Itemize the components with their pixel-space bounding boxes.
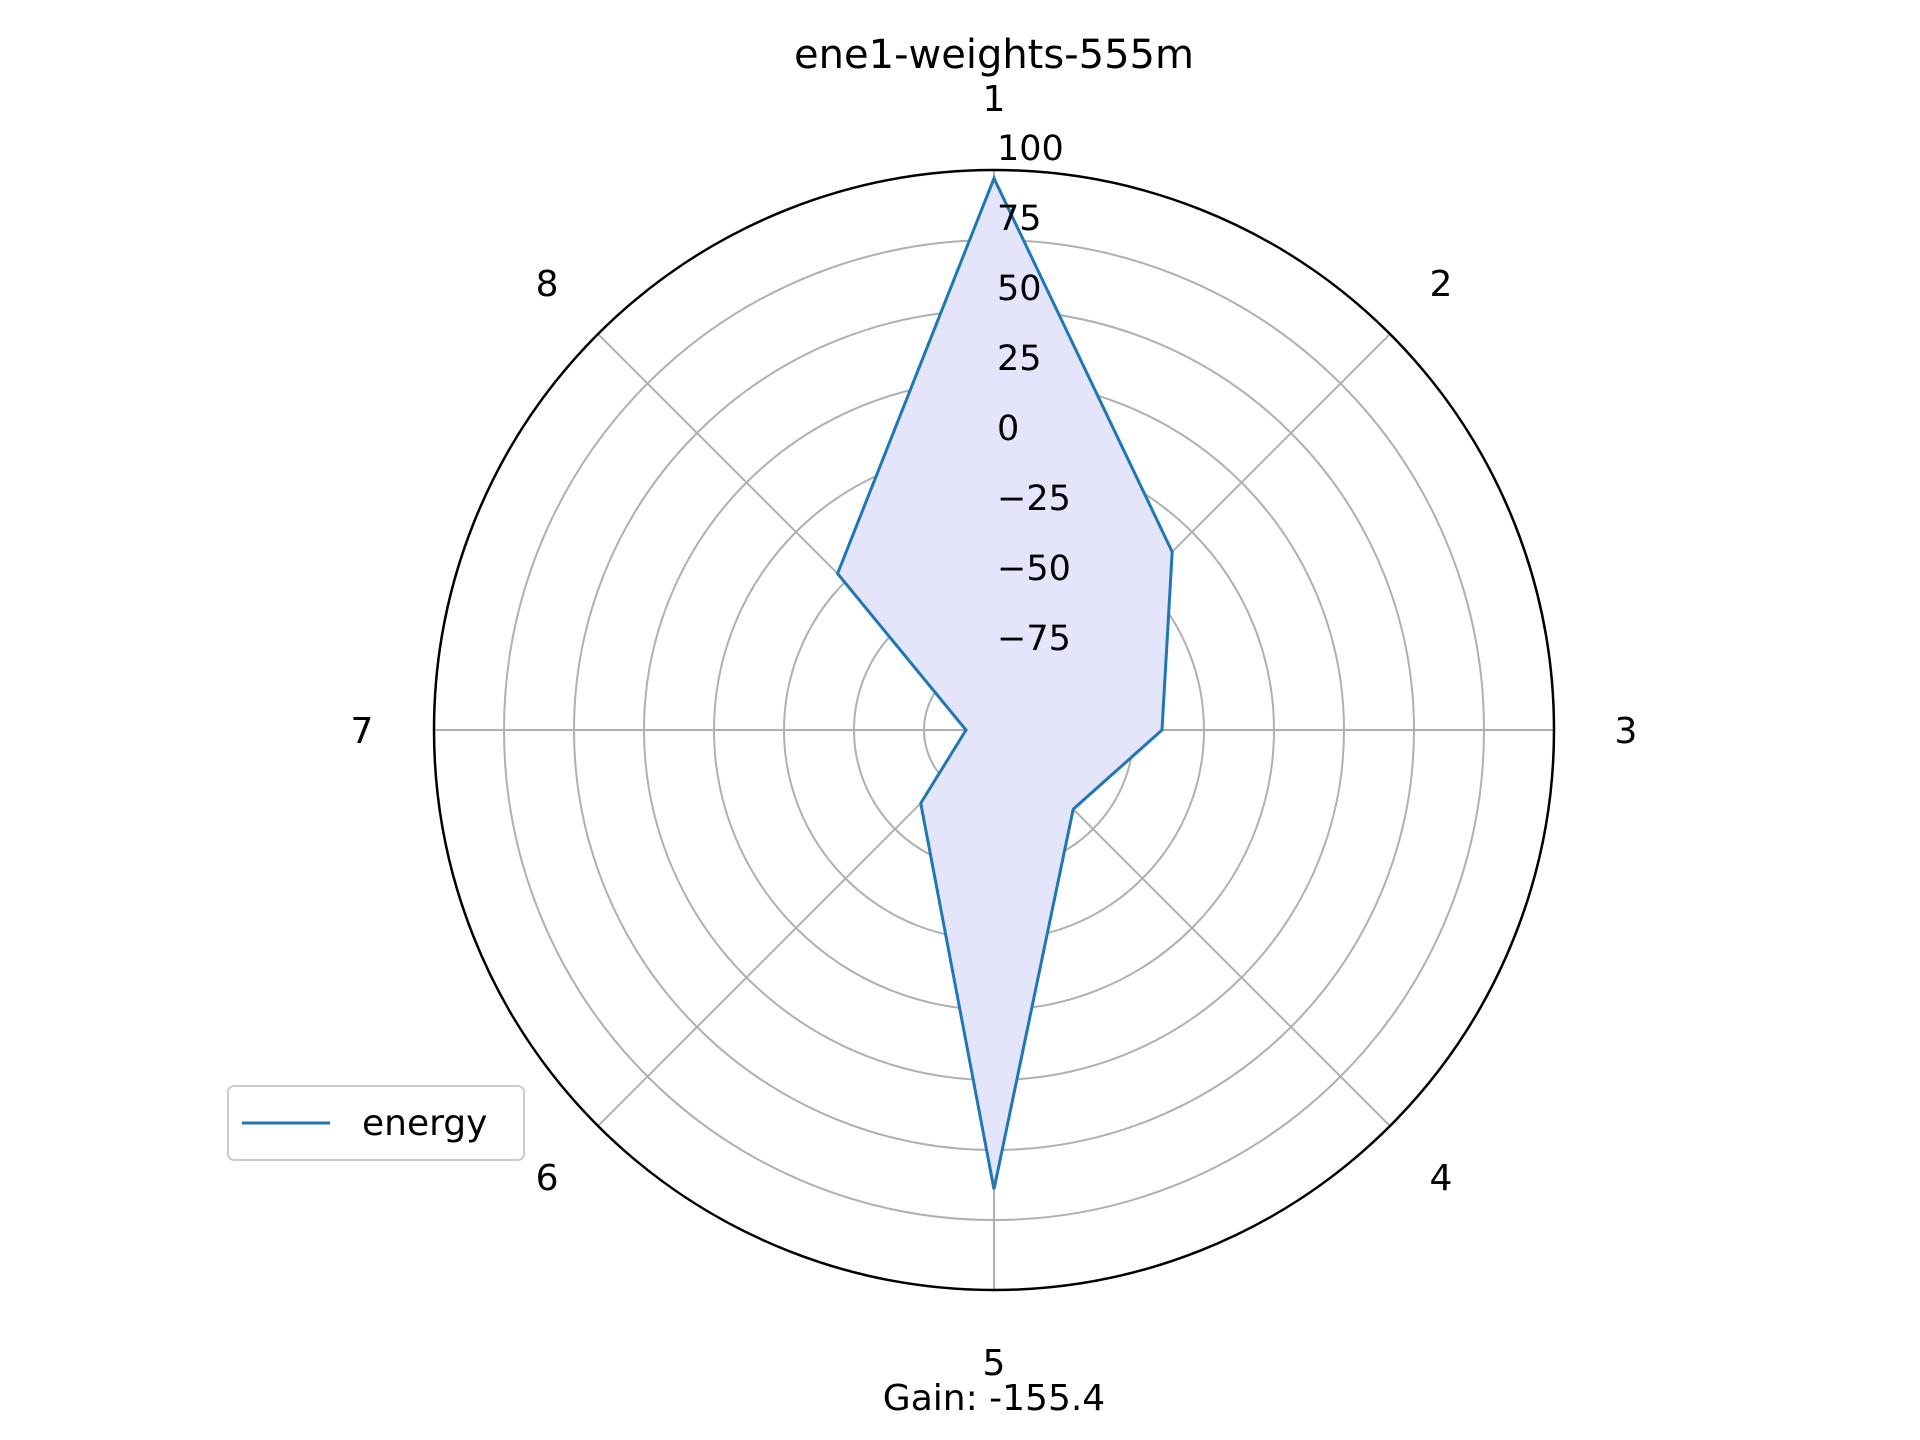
- category-label-8: 8: [536, 264, 559, 305]
- tick-label-1: −50: [997, 549, 1071, 589]
- category-label-4: 4: [1429, 1158, 1452, 1199]
- tick-label-2: −25: [997, 479, 1071, 519]
- tick-label-7: 100: [997, 129, 1064, 169]
- outer-frame: [432, 168, 1556, 1292]
- radial-tick-labels: −75 −50 −25 0 25 50 75 100: [997, 129, 1071, 659]
- gain-annotation: Gain: -155.4: [883, 1378, 1105, 1419]
- series-fill-energy: [837, 178, 1173, 1190]
- tick-label-0: −75: [997, 619, 1071, 659]
- legend: energy: [227, 1085, 525, 1161]
- category-label-1: 1: [983, 79, 1006, 120]
- category-labels: 1 2 3 4 5 6 7 8: [351, 79, 1638, 1384]
- legend-box: [227, 1085, 525, 1161]
- tick-label-4: 25: [997, 339, 1042, 379]
- category-label-6: 6: [536, 1158, 559, 1199]
- category-label-3: 3: [1615, 711, 1638, 752]
- series-layer: [835, 174, 1174, 1190]
- tick-label-5: 50: [997, 269, 1042, 309]
- chart-title: ene1-weights-555m: [794, 32, 1194, 78]
- category-label-7: 7: [351, 711, 374, 752]
- legend-label-energy: energy: [362, 1103, 487, 1144]
- tick-label-6: 75: [997, 199, 1042, 239]
- category-label-2: 2: [1429, 264, 1452, 305]
- category-label-5: 5: [983, 1343, 1006, 1384]
- tick-label-3: 0: [997, 409, 1019, 449]
